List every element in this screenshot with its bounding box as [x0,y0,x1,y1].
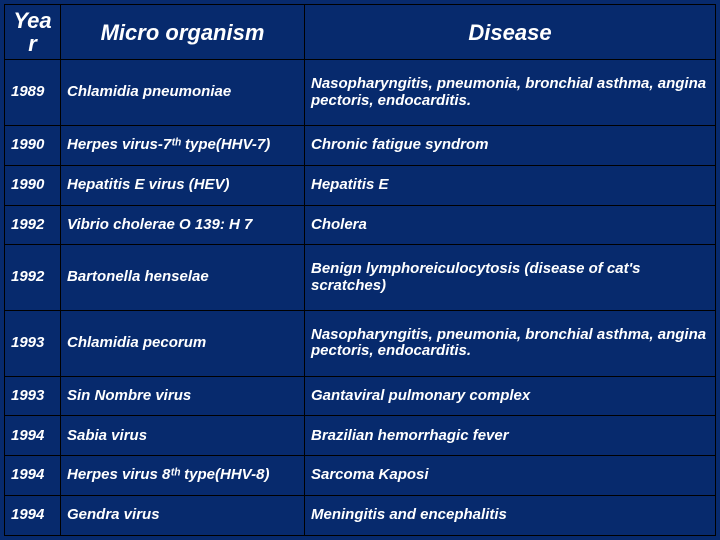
cell-year: 1994 [5,496,61,536]
cell-organism: Bartonella henselae [61,245,305,311]
cell-organism: Chlamidia pecorum [61,310,305,376]
table-row: 1994 Sabia virus Brazilian hemorrhagic f… [5,416,716,456]
cell-disease: Benign lymphoreiculocytosis (disease of … [305,245,716,311]
cell-year: 1994 [5,416,61,456]
cell-disease: Cholera [305,205,716,245]
table-row: 1994 Gendra virus Meningitis and encepha… [5,496,716,536]
cell-year: 1992 [5,245,61,311]
cell-year: 1990 [5,165,61,205]
header-disease: Disease [305,5,716,60]
table-row: 1994 Herpes virus 8ᵗʰ type(HHV-8) Sarcom… [5,456,716,496]
cell-disease: Chronic fatigue syndrom [305,125,716,165]
cell-disease: Gantaviral pulmonary complex [305,376,716,416]
cell-organism: Herpes virus 8ᵗʰ type(HHV-8) [61,456,305,496]
cell-organism: Herpes virus-7ᵗʰ type(HHV-7) [61,125,305,165]
table-row: 1990 Herpes virus-7ᵗʰ type(HHV-7) Chroni… [5,125,716,165]
cell-disease: Sarcoma Kaposi [305,456,716,496]
header-year: Yea r [5,5,61,60]
cell-organism: Chlamidia pneumoniae [61,60,305,126]
cell-year: 1990 [5,125,61,165]
disease-table: Yea r Micro organism Disease 1989 Chlami… [4,4,716,536]
cell-organism: Gendra virus [61,496,305,536]
cell-year: 1993 [5,310,61,376]
cell-disease: Nasopharyngitis, pneumonia, bronchial as… [305,60,716,126]
cell-year: 1994 [5,456,61,496]
header-organism: Micro organism [61,5,305,60]
table-row: 1989 Chlamidia pneumoniae Nasopharyngiti… [5,60,716,126]
cell-year: 1993 [5,376,61,416]
table-row: 1990 Hepatitis E virus (HEV) Hepatitis E [5,165,716,205]
cell-organism: Vibrio cholerae O 139: H 7 [61,205,305,245]
table-row: 1993 Sin Nombre virus Gantaviral pulmona… [5,376,716,416]
cell-year: 1992 [5,205,61,245]
cell-disease: Hepatitis E [305,165,716,205]
cell-organism: Sin Nombre virus [61,376,305,416]
table-header-row: Yea r Micro organism Disease [5,5,716,60]
cell-organism: Sabia virus [61,416,305,456]
cell-organism: Hepatitis E virus (HEV) [61,165,305,205]
cell-disease: Nasopharyngitis, pneumonia, bronchial as… [305,310,716,376]
table-row: 1992 Vibrio cholerae O 139: H 7 Cholera [5,205,716,245]
cell-year: 1989 [5,60,61,126]
table-row: 1992 Bartonella henselae Benign lymphore… [5,245,716,311]
cell-disease: Meningitis and encephalitis [305,496,716,536]
cell-disease: Brazilian hemorrhagic fever [305,416,716,456]
table-row: 1993 Chlamidia pecorum Nasopharyngitis, … [5,310,716,376]
slide-container: Yea r Micro organism Disease 1989 Chlami… [0,0,720,540]
